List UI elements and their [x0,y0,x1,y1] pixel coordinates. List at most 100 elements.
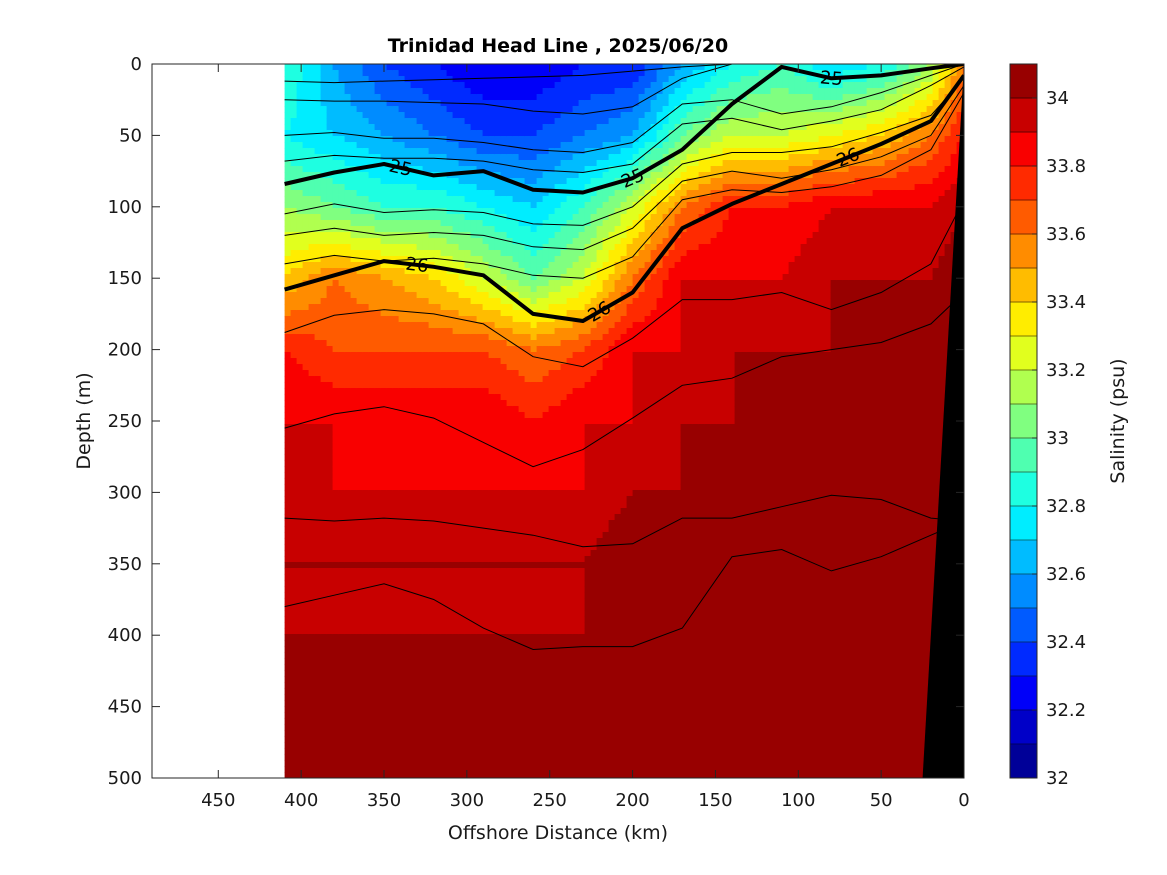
salinity-cell [380,574,388,581]
salinity-cell [488,160,496,167]
salinity-cell [344,274,352,281]
salinity-cell [494,220,502,227]
salinity-cell [374,508,382,515]
salinity-cell [482,136,490,143]
salinity-cell [284,694,292,701]
salinity-cell [470,766,478,773]
salinity-cell [440,274,448,281]
salinity-cell [464,640,472,647]
salinity-cell [476,442,484,449]
salinity-cell [350,676,358,683]
salinity-cell [374,766,382,773]
salinity-cell [410,238,418,245]
salinity-cell [320,214,328,221]
salinity-cell [464,682,472,689]
salinity-cell [368,172,376,179]
salinity-cell [344,466,352,473]
salinity-cell [368,676,376,683]
salinity-cell [320,334,328,341]
salinity-cell [416,124,424,131]
salinity-cell [530,736,538,743]
salinity-cell [314,484,322,491]
salinity-cell [356,508,364,515]
salinity-cell [482,712,490,719]
salinity-cell [314,136,322,143]
salinity-cell [326,376,334,383]
salinity-cell [440,436,448,443]
salinity-cell [380,706,388,713]
salinity-cell [398,430,406,437]
salinity-cell [452,190,460,197]
salinity-cell [326,106,334,113]
salinity-cell [332,694,340,701]
salinity-cell [314,664,322,671]
salinity-cell [368,298,376,305]
salinity-cell [518,742,526,749]
salinity-cell [386,88,394,95]
salinity-cell [488,388,496,395]
salinity-cell [302,64,310,71]
salinity-cell [368,760,376,767]
salinity-cell [314,454,322,461]
salinity-cell [482,736,490,743]
salinity-cell [350,298,358,305]
salinity-cell [488,742,496,749]
salinity-cell [284,502,292,509]
salinity-cell [428,304,436,311]
salinity-cell [524,526,532,533]
salinity-cell [416,370,424,377]
salinity-cell [506,322,514,329]
salinity-cell [416,358,424,365]
salinity-cell [380,748,388,755]
salinity-cell [362,430,370,437]
salinity-cell [290,556,298,563]
salinity-cell [410,706,418,713]
salinity-cell [356,364,364,371]
salinity-cell [374,628,382,635]
salinity-cell [296,598,304,605]
salinity-cell [512,190,520,197]
salinity-cell [440,130,448,137]
salinity-cell [476,466,484,473]
salinity-cell [398,538,406,545]
salinity-cell [488,604,496,611]
salinity-cell [428,562,436,569]
salinity-cell [446,382,454,389]
salinity-cell [374,736,382,743]
salinity-cell [434,508,442,515]
salinity-cell [404,250,412,257]
salinity-cell [398,676,406,683]
salinity-cell [386,148,394,155]
salinity-cell [314,730,322,737]
salinity-cell [470,82,478,89]
salinity-cell [428,712,436,719]
salinity-cell [518,574,526,581]
salinity-cell [338,754,346,761]
salinity-cell [470,520,478,527]
salinity-cell [416,604,424,611]
salinity-cell [506,394,514,401]
salinity-cell [398,502,406,509]
salinity-cell [392,76,400,83]
salinity-cell [452,694,460,701]
salinity-cell [374,256,382,263]
salinity-cell [446,370,454,377]
salinity-cell [344,634,352,641]
salinity-cell [434,766,442,773]
salinity-cell [380,124,388,131]
salinity-cell [440,460,448,467]
salinity-cell [512,562,520,569]
salinity-cell [308,490,316,497]
salinity-cell [356,316,364,323]
salinity-cell [470,136,478,143]
salinity-cell [500,94,508,101]
salinity-cell [356,454,364,461]
salinity-cell [458,370,466,377]
salinity-cell [314,190,322,197]
salinity-cell [392,220,400,227]
salinity-cell [344,706,352,713]
salinity-cell [512,352,520,359]
salinity-cell [458,190,466,197]
salinity-cell [386,652,394,659]
salinity-cell [332,724,340,731]
